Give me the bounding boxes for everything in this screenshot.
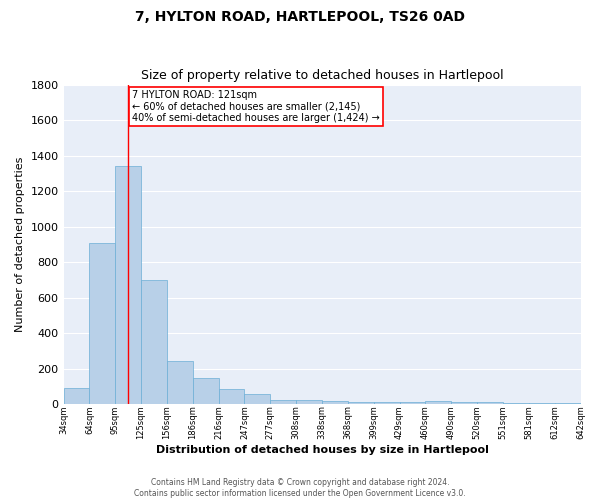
Bar xyxy=(141,280,167,404)
Bar xyxy=(64,388,89,404)
Bar xyxy=(400,402,425,404)
Bar xyxy=(322,402,348,404)
Bar xyxy=(374,402,400,404)
Bar xyxy=(115,166,141,404)
Bar xyxy=(503,402,529,404)
Text: 7 HYLTON ROAD: 121sqm
← 60% of detached houses are smaller (2,145)
40% of semi-d: 7 HYLTON ROAD: 121sqm ← 60% of detached … xyxy=(132,90,380,123)
Bar xyxy=(296,400,322,404)
Y-axis label: Number of detached properties: Number of detached properties xyxy=(15,156,25,332)
Text: Contains HM Land Registry data © Crown copyright and database right 2024.
Contai: Contains HM Land Registry data © Crown c… xyxy=(134,478,466,498)
Title: Size of property relative to detached houses in Hartlepool: Size of property relative to detached ho… xyxy=(141,69,503,82)
Bar xyxy=(477,402,503,404)
Bar xyxy=(89,244,115,404)
Bar xyxy=(529,403,554,404)
Bar xyxy=(193,378,218,404)
Bar xyxy=(167,360,193,404)
Text: 7, HYLTON ROAD, HARTLEPOOL, TS26 0AD: 7, HYLTON ROAD, HARTLEPOOL, TS26 0AD xyxy=(135,10,465,24)
X-axis label: Distribution of detached houses by size in Hartlepool: Distribution of detached houses by size … xyxy=(155,445,488,455)
Bar xyxy=(271,400,296,404)
Bar xyxy=(425,401,451,404)
Bar xyxy=(348,402,374,404)
Bar xyxy=(218,389,244,404)
Bar xyxy=(244,394,271,404)
Bar xyxy=(451,402,477,404)
